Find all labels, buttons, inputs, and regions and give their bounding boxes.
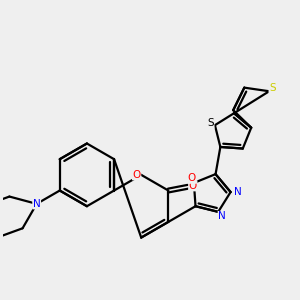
- Text: N: N: [234, 187, 242, 197]
- Text: O: O: [189, 181, 197, 191]
- Text: O: O: [133, 170, 141, 180]
- Text: O: O: [188, 173, 196, 183]
- Text: S: S: [207, 118, 214, 128]
- Text: S: S: [269, 83, 276, 93]
- Text: N: N: [218, 212, 226, 221]
- Text: N: N: [33, 199, 41, 209]
